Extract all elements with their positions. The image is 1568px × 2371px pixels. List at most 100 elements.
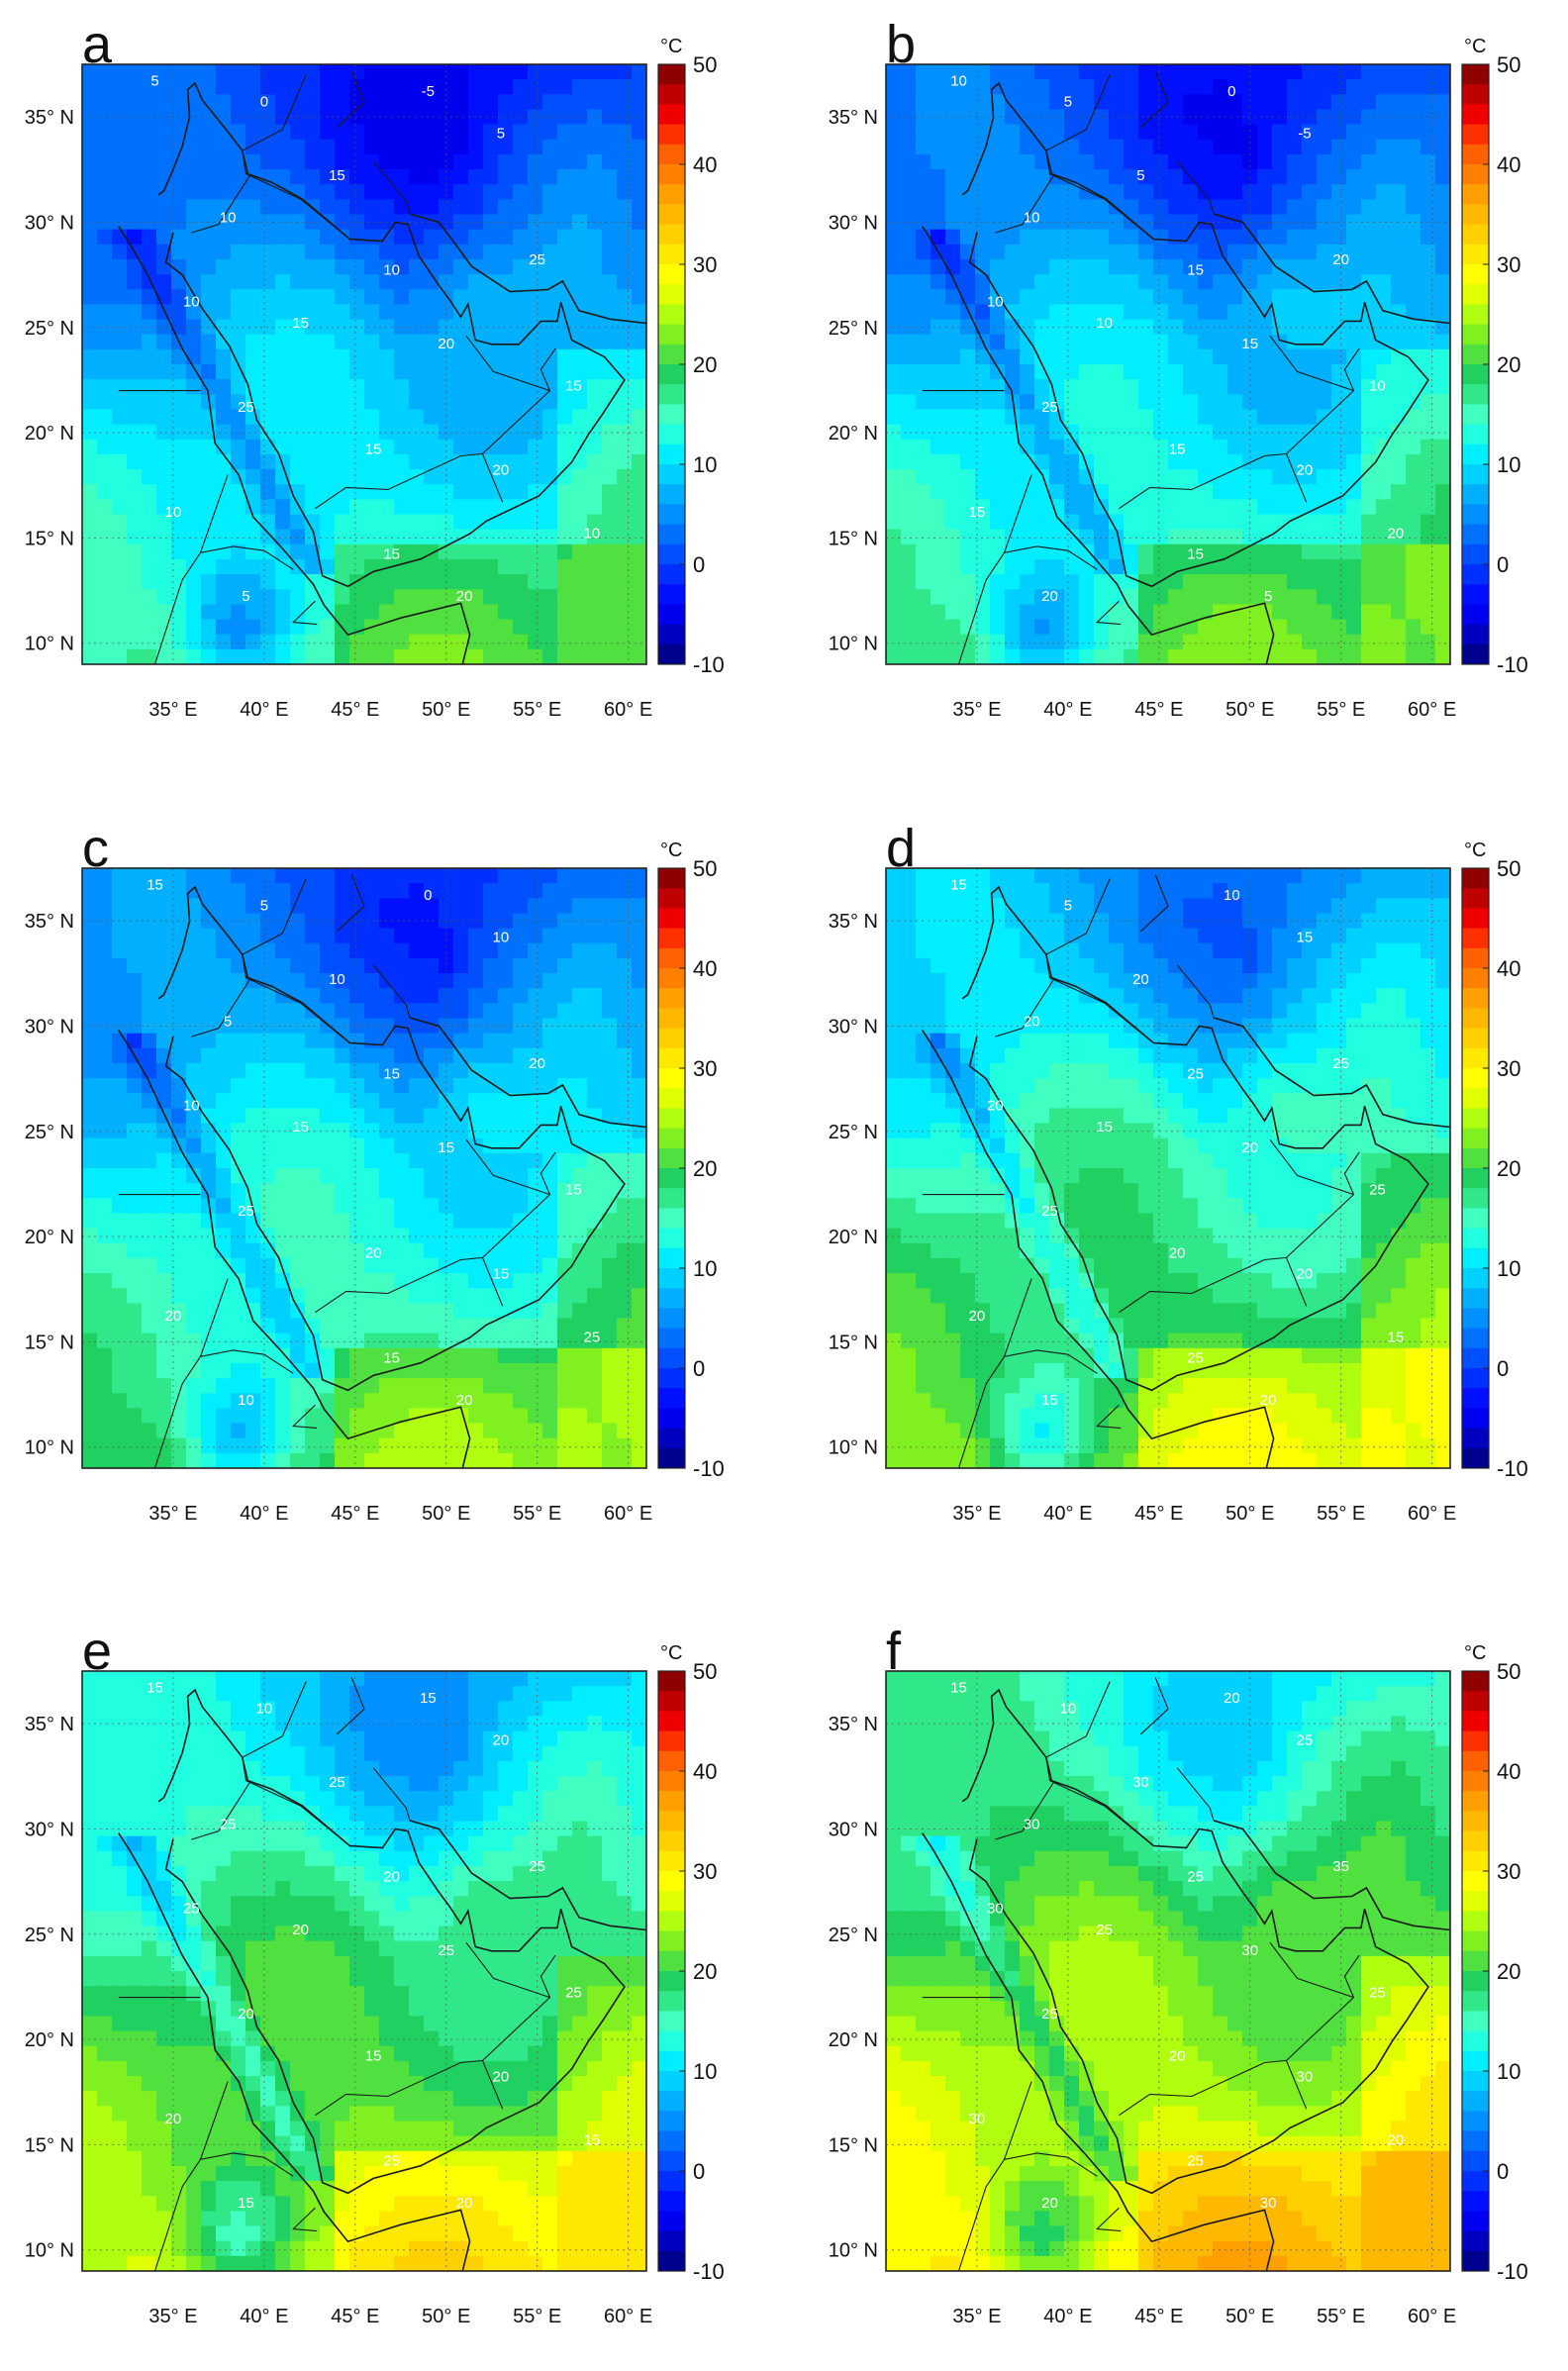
colorbar-segment: [658, 1208, 685, 1230]
lon-tick-label: 45° E: [1134, 699, 1183, 721]
lon-tick-label: 40° E: [240, 699, 288, 721]
contour-label: 5: [1064, 94, 1072, 111]
colorbar-tick-label: 50: [693, 52, 717, 77]
map-panel-b: 1050-5105151010152025152010152015520b10°…: [829, 15, 1528, 721]
lon-tick-label: 60° E: [1408, 1503, 1456, 1525]
contour-label: 10: [238, 1392, 254, 1409]
lon-tick-label: 40° E: [240, 1503, 288, 1525]
contour-label: 15: [238, 2195, 254, 2212]
lat-tick-label: 10° N: [25, 2240, 74, 2262]
colorbar-segment: [658, 204, 685, 226]
lon-tick-label: 35° E: [952, 699, 1001, 721]
colorbar-segment: [1462, 2130, 1489, 2152]
lat-tick-label: 25° N: [25, 1925, 74, 1946]
contour-label: 15: [292, 315, 309, 332]
contour-label: 10: [1224, 887, 1240, 904]
colorbar-segment: [1462, 1871, 1489, 1892]
colorbar-segment: [1462, 64, 1489, 85]
lon-tick-label: 40° E: [240, 2306, 288, 2327]
colorbar-segment: [1462, 204, 1489, 226]
contour-label: 25: [1187, 2153, 1204, 2170]
colorbar-segment: [1462, 1168, 1489, 1189]
contour-label: 5: [1136, 167, 1144, 184]
colorbar-segment: [658, 1328, 685, 1349]
colorbar-segment: [658, 624, 685, 645]
colorbar-tick-label: 10: [1497, 1256, 1520, 1281]
contour-label: 15: [1096, 1119, 1113, 1136]
colorbar-segment: [1462, 1891, 1489, 1912]
colorbar-segment: [658, 1147, 685, 1169]
map-frame: [885, 63, 1451, 665]
contour-label: 25: [1297, 1731, 1314, 1748]
contour-label: 15: [329, 167, 345, 184]
contour-label: 10: [256, 1701, 273, 1718]
colorbar-unit: °C: [1464, 36, 1486, 57]
colorbar-segment: [658, 324, 685, 346]
lat-tick-label: 30° N: [829, 212, 878, 234]
colorbar-segment: [1462, 1428, 1489, 1449]
contour-label: 15: [438, 1139, 454, 1156]
temperature-field: [82, 868, 646, 1468]
map-frame: [81, 867, 647, 1469]
contour-label: 15: [969, 504, 986, 521]
panel-letter-a: a: [82, 15, 113, 74]
colorbar-segment: [658, 1771, 685, 1792]
lat-tick-label: 10° N: [25, 1437, 74, 1459]
lon-tick-label: 40° E: [1043, 1503, 1092, 1525]
colorbar-segment: [1462, 1088, 1489, 1109]
contour-label: 5: [1264, 588, 1272, 605]
contour-label: -5: [422, 83, 435, 100]
lat-tick-label: 10° N: [829, 1437, 878, 1459]
contour-label: 10: [1096, 315, 1113, 332]
colorbar-tick-label: 0: [1497, 2159, 1509, 2184]
contour-label: 15: [1169, 441, 1186, 457]
contour-label: 20: [165, 2111, 182, 2127]
colorbar-tick-label: 30: [1497, 1056, 1520, 1081]
colorbar-segment: [658, 888, 685, 909]
colorbar-unit: °C: [660, 840, 682, 861]
colorbar-segment: [1462, 564, 1489, 585]
colorbar-segment: [658, 2071, 685, 2092]
colorbar-segment: [658, 484, 685, 505]
contour-label: 15: [1041, 1392, 1058, 1409]
contour-label: 5: [242, 588, 249, 605]
colorbar-segment: [1462, 1268, 1489, 1289]
lat-tick-label: 30° N: [829, 1819, 878, 1840]
colorbar-segment: [1462, 988, 1489, 1009]
colorbar-segment: [658, 543, 685, 565]
contour-label: 15: [565, 378, 582, 395]
colorbar-tick-label: 20: [693, 1156, 717, 1181]
contour-label: 10: [1060, 1701, 1077, 1718]
colorbar-tick-label: -10: [1497, 1456, 1528, 1481]
contour-labels: 10 5 0 -5 10 5 15 10 10 15 20 25 15 20 10 15 20 15 5 20: [950, 72, 1404, 605]
colorbar-segment: [1462, 504, 1489, 526]
colorbar-tick-label: 50: [1497, 1659, 1520, 1684]
contour-label: 5: [260, 898, 268, 915]
lon-tick-label: 35° E: [148, 699, 197, 721]
lat-tick-label: 25° N: [829, 1925, 878, 1946]
contour-label: 20: [493, 2069, 510, 2086]
contour-label: 35: [1332, 1858, 1349, 1875]
colorbar-segment: [1462, 584, 1489, 605]
lon-tick-label: 55° E: [513, 2306, 561, 2327]
colorbar-segment: [658, 2250, 685, 2272]
contour-label: 10: [329, 971, 345, 988]
contour-label: 10: [183, 294, 200, 311]
contour-label: 20: [529, 1055, 545, 1072]
contour-label: 20: [1241, 1139, 1258, 1156]
colorbar-segment: [1462, 1447, 1489, 1469]
contour-label: 20: [365, 1244, 382, 1261]
colorbar-segment: [1462, 424, 1489, 445]
colorbar-segment: [658, 64, 685, 85]
contour-label: 25: [1369, 1985, 1386, 2002]
colorbar-segment: [1462, 2250, 1489, 2272]
coastlines: [922, 874, 1450, 1468]
contour-label: 15: [365, 2047, 382, 2064]
colorbar-segment: [1462, 1791, 1489, 1812]
lat-tick-label: 20° N: [829, 2029, 878, 2051]
colorbar-segment: [658, 84, 685, 105]
colorbar-segment: [1462, 2171, 1489, 2192]
contour-label: 25: [529, 251, 545, 268]
colorbar-segment: [658, 2111, 685, 2132]
